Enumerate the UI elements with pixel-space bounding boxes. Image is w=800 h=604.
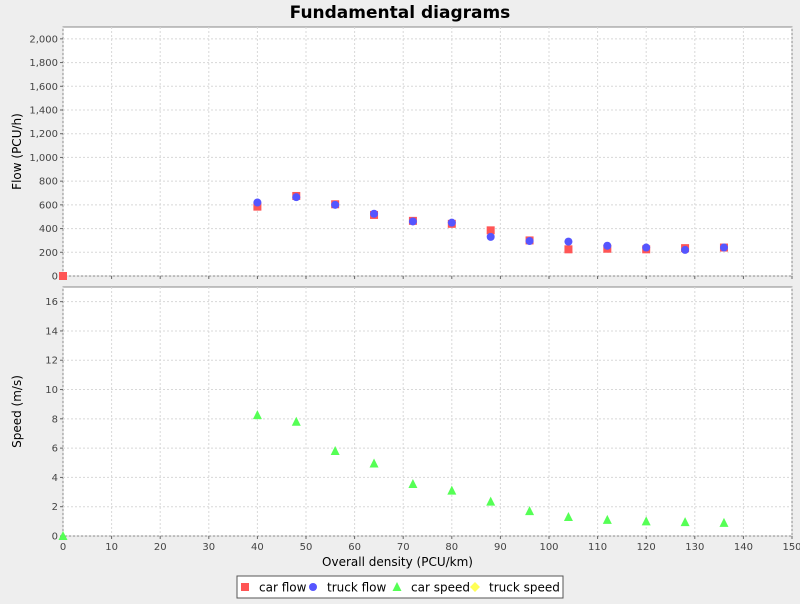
- truck-flow-point: [292, 193, 301, 202]
- x-tick-label: 20: [154, 542, 167, 553]
- car-speed-point: [486, 496, 496, 506]
- x-tick-label: 140: [734, 542, 753, 553]
- truck-flow-point: [719, 243, 728, 252]
- car-speed-point: [330, 446, 340, 456]
- legend-box: [236, 575, 564, 599]
- chart-title: Fundamental diagrams: [290, 3, 511, 23]
- legend-circle-icon: [309, 583, 317, 591]
- x-tick-label: 120: [637, 542, 656, 553]
- y-tick-label: 1,200: [29, 129, 58, 140]
- y-tick-label: 2: [52, 502, 58, 513]
- x-tick-label: 150: [782, 542, 800, 553]
- x-tick-label: 110: [588, 542, 607, 553]
- y-tick-label: 0: [52, 272, 58, 283]
- x-tick-label: 50: [300, 542, 313, 553]
- truck-flow-point: [253, 198, 262, 207]
- legend: car flow truck flow car speed truck speed: [236, 575, 564, 599]
- speed-plot: 0 2 4 6 8 10 12 14 16 Speed (m/s) 0 10 20 30 40 50 60 70 8…: [10, 286, 800, 569]
- car-flow-point: [564, 245, 573, 254]
- y-tick-label: 10: [45, 385, 58, 396]
- y-tick-label: 2,000: [29, 34, 58, 45]
- car-speed-point: [563, 511, 573, 521]
- legend-item: truck speed: [470, 581, 560, 595]
- y-tick-label: 0: [52, 532, 58, 543]
- car-speed-point: [252, 410, 262, 420]
- y-tick-label: 600: [39, 200, 58, 211]
- series-car-speed: [58, 410, 729, 540]
- truck-flow-point: [525, 237, 534, 246]
- car-flow-point: [486, 226, 495, 235]
- truck-flow-point: [331, 200, 340, 209]
- x-tick-label: 60: [348, 542, 361, 553]
- legend-triangle-icon: [392, 582, 402, 591]
- y-tick-label: 200: [39, 248, 58, 259]
- legend-item: car flow: [241, 581, 307, 595]
- legend-diamond-icon: [470, 582, 480, 592]
- car-speed-point: [602, 514, 612, 524]
- car-flow-point: [59, 272, 67, 280]
- truck-flow-point: [603, 241, 612, 250]
- title-layer: Fundamental diagrams: [290, 3, 511, 23]
- truck-flow-point: [681, 245, 690, 254]
- y-tick-label: 800: [39, 177, 58, 188]
- legend-item: car speed: [392, 581, 470, 595]
- flow-plot: 0 200 400 600 800 1,000 1,200 1,400 1,600 1,800 2,…: [10, 26, 793, 283]
- x-tick-label: 0: [60, 542, 66, 553]
- y-tick-label: 14: [45, 326, 58, 337]
- truck-flow-point: [408, 217, 417, 226]
- y-tick-label: 1,600: [29, 82, 58, 93]
- truck-flow-point: [447, 218, 456, 227]
- car-speed-point: [525, 506, 535, 516]
- car-speed-point: [408, 479, 418, 489]
- x-tick-label: 40: [251, 542, 264, 553]
- car-speed-point: [641, 516, 651, 526]
- plot-area: [62, 26, 793, 277]
- x-tick-label: 70: [397, 542, 410, 553]
- y-tick-label: 8: [52, 414, 58, 425]
- x-tick-label: 100: [539, 542, 558, 553]
- series-truck-flow: [253, 193, 728, 254]
- truck-flow-point: [642, 243, 651, 252]
- legend-label: truck flow: [327, 581, 387, 595]
- car-speed-point: [58, 531, 68, 540]
- y-tick-label: 16: [45, 297, 58, 308]
- legend-label: truck speed: [489, 581, 560, 595]
- plot-area: [62, 286, 793, 537]
- y-axis-label: Speed (m/s): [10, 375, 24, 448]
- car-speed-point: [291, 416, 301, 426]
- x-axis-label: Overall density (PCU/km): [322, 555, 473, 569]
- y-tick-label: 4: [52, 473, 58, 484]
- car-speed-point: [719, 517, 729, 527]
- y-axis-label: Flow (PCU/h): [10, 113, 24, 190]
- x-tick-label: 90: [494, 542, 507, 553]
- x-tick-label: 130: [685, 542, 704, 553]
- legend-label: car flow: [259, 581, 307, 595]
- car-speed-point: [369, 458, 379, 468]
- truck-flow-point: [486, 232, 495, 241]
- legend-item: truck flow: [309, 581, 387, 595]
- x-tick-label: 30: [202, 542, 215, 553]
- truck-flow-point: [370, 209, 379, 218]
- y-tick-label: 1,000: [29, 153, 58, 164]
- car-speed-point: [447, 485, 457, 495]
- truck-flow-point: [564, 237, 573, 246]
- y-tick-label: 1,400: [29, 106, 58, 117]
- y-tick-label: 1,800: [29, 58, 58, 69]
- x-tick-label: 10: [105, 542, 118, 553]
- y-tick-label: 12: [45, 356, 58, 367]
- x-tick-label: 80: [445, 542, 458, 553]
- legend-label: car speed: [411, 581, 470, 595]
- y-tick-label: 6: [52, 444, 58, 455]
- car-flow-point: [253, 202, 262, 211]
- car-speed-point: [680, 517, 690, 527]
- y-tick-label: 400: [39, 224, 58, 235]
- legend-square-icon: [241, 583, 249, 591]
